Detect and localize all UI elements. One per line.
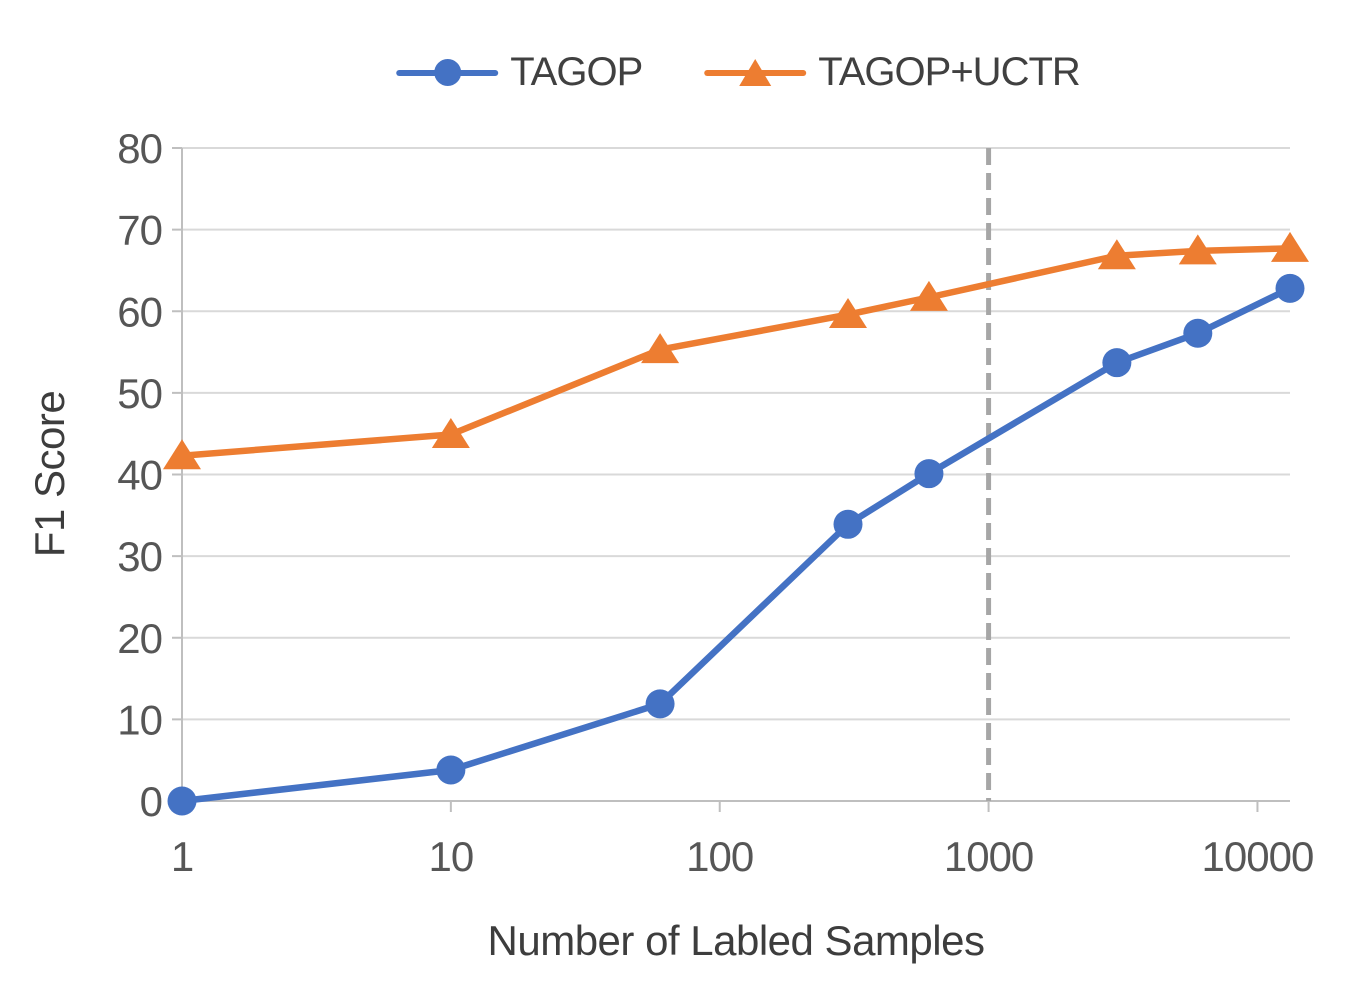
x-tick-label: 1000 xyxy=(944,833,1033,880)
circle-marker-icon xyxy=(645,689,675,719)
axis-lines xyxy=(172,147,1290,812)
circle-marker-icon xyxy=(1275,273,1305,303)
triangle-marker-icon xyxy=(1097,239,1136,270)
x-tick-label: 1 xyxy=(171,833,193,880)
triangle-marker-icon xyxy=(1178,234,1217,265)
circle-marker-icon xyxy=(436,755,466,785)
circle-marker-icon xyxy=(167,786,197,816)
triangle-marker-icon xyxy=(829,298,868,329)
circle-marker-icon xyxy=(1183,318,1213,348)
legend-label-tagop-uctr: TAGOP+UCTR xyxy=(818,50,1081,94)
triangle-marker-icon xyxy=(431,418,470,449)
x-tick-label: 10 xyxy=(429,833,474,880)
gridlines xyxy=(182,147,1290,721)
legend-item-tagop-uctr: TAGOP+UCTR xyxy=(704,50,1081,95)
x-axis-title: Number of Labled Samples xyxy=(487,917,985,964)
y-tick-label: 0 xyxy=(140,778,162,825)
triangle-marker-icon xyxy=(909,280,948,311)
y-tick-label: 20 xyxy=(117,615,162,662)
tagop-uctr-series-key xyxy=(704,58,807,88)
tick-labels: 0 10 20 30 40 50 60 70 80 1 10 100 1000 10000 xyxy=(117,125,1314,880)
triangle-marker-icon xyxy=(641,333,680,364)
circle-marker-icon xyxy=(1102,348,1132,378)
x-tick-label: 100 xyxy=(686,833,753,880)
y-tick-label: 30 xyxy=(117,533,162,580)
legend-label-tagop: TAGOP xyxy=(510,50,643,94)
tagop-series-key xyxy=(396,58,499,88)
x-tick-label: 10000 xyxy=(1202,833,1314,880)
circle-marker-icon xyxy=(914,459,944,489)
y-tick-label: 50 xyxy=(117,370,162,417)
circle-marker-icon xyxy=(433,59,461,86)
circle-marker-icon xyxy=(833,509,863,539)
chart-legend: TAGOP TAGOP+UCTR xyxy=(396,50,1081,95)
triangle-marker-icon xyxy=(1271,231,1309,262)
triangle-marker-icon xyxy=(163,439,201,470)
series-line xyxy=(178,245,1294,459)
y-tick-label: 70 xyxy=(117,207,162,254)
series-tagop-uctr xyxy=(163,231,1309,470)
y-tick-label: 80 xyxy=(117,125,162,172)
triangle-marker-icon xyxy=(739,58,772,86)
y-tick-label: 40 xyxy=(117,452,162,499)
y-tick-label: 60 xyxy=(117,288,162,335)
legend-item-tagop: TAGOP xyxy=(396,50,643,95)
series-tagop xyxy=(167,273,1305,816)
y-tick-label: 10 xyxy=(117,696,162,743)
